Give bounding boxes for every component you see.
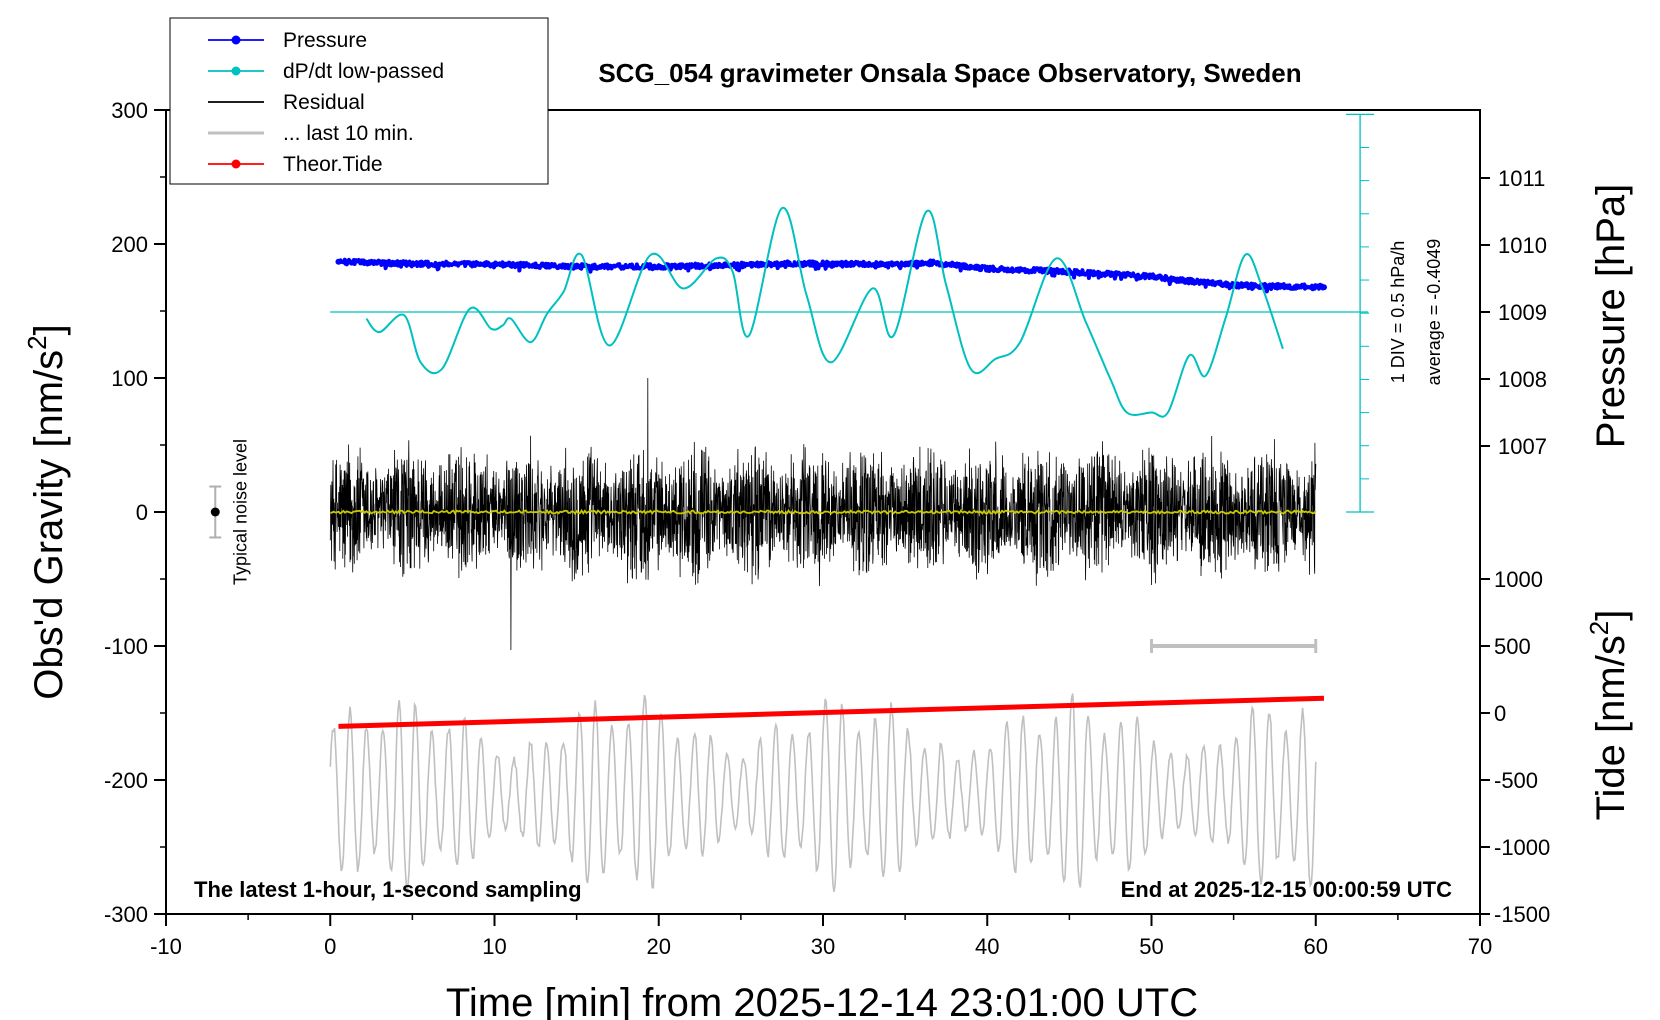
tide-axis-title-base: Tide [nm/s bbox=[1589, 635, 1633, 820]
legend-box bbox=[169, 17, 549, 185]
pressure-point bbox=[335, 258, 342, 265]
pressure-point bbox=[1181, 277, 1188, 284]
x-tick-label: 0 bbox=[324, 934, 336, 959]
legend-swatch-marker bbox=[231, 35, 241, 45]
x-axis-title: Time [min] from 2025-12-14 23:01:00 UTC bbox=[446, 981, 1198, 1020]
left-tick-label: 300 bbox=[111, 98, 148, 123]
noise-dot bbox=[210, 507, 220, 517]
tide-line bbox=[338, 695, 1325, 729]
pressure-point bbox=[984, 265, 991, 272]
left-tick-label: 200 bbox=[111, 232, 148, 257]
noise-label: Typical noise level bbox=[230, 439, 250, 585]
tide-tick-label: 0 bbox=[1494, 701, 1506, 726]
left-tick-label: -200 bbox=[104, 768, 148, 793]
pressure-tick-label: 1008 bbox=[1498, 367, 1547, 392]
legend: Pressure dP/dt low-passed Residual ... last… bbox=[169, 17, 549, 185]
last10-line bbox=[329, 693, 1317, 894]
legend-swatch-marker bbox=[231, 159, 241, 169]
pressure-tick-label: 1007 bbox=[1498, 434, 1547, 459]
left-axis-title-base: Obs'd Gravity [nm/s bbox=[27, 350, 71, 700]
x-tick-label: 40 bbox=[975, 934, 999, 959]
dpdt-line bbox=[365, 207, 1284, 418]
tide-axis-title-end: ] bbox=[1589, 610, 1633, 621]
pressure-point bbox=[655, 263, 662, 270]
pressure-tick-label: 1011 bbox=[1498, 166, 1545, 191]
footer-left: The latest 1-hour, 1-second sampling bbox=[194, 877, 582, 902]
pressure-tick-label: 1010 bbox=[1498, 233, 1547, 258]
tide-tick-label: 1000 bbox=[1494, 567, 1543, 592]
dpdt-scale-label: 1 DIV = 0.5 hPa/h bbox=[1388, 241, 1408, 384]
left-tick-label: -100 bbox=[104, 634, 148, 659]
pressure-axis-title: Pressure [hPa] bbox=[1589, 184, 1633, 449]
x-tick-label: -10 bbox=[150, 934, 182, 959]
x-tick-label: 50 bbox=[1139, 934, 1163, 959]
footer-right: End at 2025-12-15 00:00:59 UTC bbox=[1121, 877, 1452, 902]
pressure-point bbox=[737, 262, 744, 269]
tide-tick-label: 500 bbox=[1494, 634, 1531, 659]
pressure-point bbox=[820, 260, 826, 267]
pressure-points bbox=[335, 258, 1327, 291]
legend-label: Theor.Tide bbox=[283, 153, 383, 176]
left-tick-label: -300 bbox=[104, 902, 148, 927]
chart-title: SCG_054 gravimeter Onsala Space Observat… bbox=[598, 58, 1301, 88]
legend-item: Residual bbox=[208, 91, 365, 114]
legend-label: ... last 10 min. bbox=[283, 122, 414, 145]
tide-tick-label: -1000 bbox=[1494, 835, 1550, 860]
pressure-point bbox=[778, 260, 785, 267]
tide-axis-title: Tide [nm/s2] bbox=[1584, 610, 1633, 821]
pressure-point bbox=[1320, 284, 1327, 291]
x-tick-label: 70 bbox=[1468, 934, 1492, 959]
tide-axis-title-sup: 2 bbox=[1584, 621, 1614, 635]
left-tick-label: 100 bbox=[111, 366, 148, 391]
annotation-layer: 1 DIV = 0.5 hPa/h average = -0.4049 Typica… bbox=[209, 113, 1444, 653]
dpdt-average-label: average = -0.4049 bbox=[1424, 239, 1444, 386]
x-tick-label: 30 bbox=[811, 934, 835, 959]
x-tick-label: 20 bbox=[647, 934, 671, 959]
running-mean-line bbox=[330, 508, 1317, 516]
pressure-line bbox=[336, 257, 1326, 294]
x-tick-label: 10 bbox=[482, 934, 506, 959]
axes-layer: -10 0 10 20 30 40 50 60 70-300-200-1000100200300… bbox=[104, 98, 1550, 959]
legend-label: dP/dt low-passed bbox=[283, 60, 444, 83]
legend-item: dP/dt low-passed bbox=[208, 60, 444, 83]
legend-label: Pressure bbox=[283, 29, 367, 52]
pressure-point bbox=[1148, 273, 1155, 280]
legend-item: ... last 10 min. bbox=[208, 122, 414, 145]
left-axis-title-sup: 2 bbox=[22, 335, 52, 349]
legend-label: Residual bbox=[283, 91, 365, 114]
legend-swatch-marker bbox=[231, 66, 241, 76]
legend-item: Theor.Tide bbox=[208, 153, 383, 176]
pressure-point bbox=[902, 261, 909, 268]
pressure-point bbox=[573, 263, 580, 270]
residual-line bbox=[329, 377, 1317, 651]
left-axis-title-end: ] bbox=[27, 324, 71, 335]
pressure-point bbox=[491, 261, 498, 268]
left-tick-label: 0 bbox=[136, 500, 148, 525]
tide-tick-label: -1500 bbox=[1494, 902, 1550, 927]
pressure-point bbox=[926, 259, 933, 266]
pressure-point bbox=[409, 260, 416, 267]
tide-tick-label: -500 bbox=[1494, 768, 1538, 793]
series-layer bbox=[329, 207, 1327, 894]
x-tick-label: 60 bbox=[1304, 934, 1328, 959]
left-axis-title: Obs'd Gravity [nm/s2] bbox=[22, 324, 71, 700]
legend-item: Pressure bbox=[208, 29, 367, 52]
pressure-tick-label: 1009 bbox=[1498, 300, 1547, 325]
